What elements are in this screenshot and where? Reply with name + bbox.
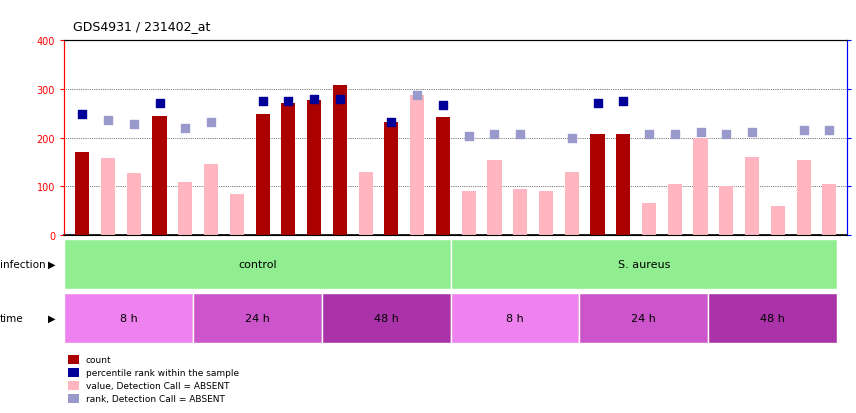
- Bar: [450, 293, 580, 343]
- Bar: [565, 172, 579, 235]
- Point: [384, 119, 398, 126]
- Bar: [797, 160, 811, 235]
- Point: [256, 98, 270, 105]
- Point: [720, 131, 734, 138]
- Bar: [580, 293, 708, 343]
- Bar: [322, 293, 450, 343]
- Point: [668, 131, 681, 138]
- Text: GDS4931 / 231402_at: GDS4931 / 231402_at: [73, 20, 210, 33]
- Bar: [770, 206, 785, 235]
- Bar: [436, 118, 450, 235]
- Point: [616, 98, 630, 105]
- Point: [746, 129, 759, 136]
- Text: control: control: [238, 259, 276, 269]
- Point: [333, 96, 347, 103]
- Point: [693, 129, 707, 136]
- Bar: [410, 96, 425, 235]
- Bar: [591, 135, 604, 235]
- Bar: [152, 116, 167, 235]
- Bar: [693, 138, 708, 235]
- Bar: [450, 240, 837, 289]
- Text: rank, Detection Call = ABSENT: rank, Detection Call = ABSENT: [86, 394, 224, 404]
- Point: [591, 100, 604, 107]
- Point: [823, 127, 836, 134]
- Point: [642, 131, 656, 138]
- Text: 48 h: 48 h: [374, 313, 399, 323]
- Text: value, Detection Call = ABSENT: value, Detection Call = ABSENT: [86, 381, 229, 390]
- Bar: [64, 293, 193, 343]
- Bar: [127, 173, 141, 235]
- Bar: [513, 189, 527, 235]
- Bar: [745, 158, 759, 235]
- Text: 48 h: 48 h: [760, 313, 785, 323]
- Bar: [708, 293, 837, 343]
- Text: time: time: [0, 313, 24, 323]
- Text: 24 h: 24 h: [632, 313, 657, 323]
- Bar: [487, 160, 502, 235]
- Text: 8 h: 8 h: [506, 313, 524, 323]
- Bar: [384, 123, 399, 235]
- Point: [436, 102, 449, 109]
- Bar: [193, 293, 322, 343]
- Bar: [204, 165, 218, 235]
- Bar: [539, 192, 553, 235]
- Bar: [461, 192, 476, 235]
- Point: [514, 131, 527, 138]
- Text: S. aureus: S. aureus: [618, 259, 670, 269]
- Text: ▶: ▶: [48, 313, 56, 323]
- Point: [152, 100, 166, 107]
- Bar: [307, 100, 321, 235]
- Point: [488, 131, 502, 138]
- Bar: [616, 135, 630, 235]
- Bar: [101, 159, 115, 235]
- Bar: [823, 185, 836, 235]
- Point: [462, 133, 476, 140]
- Point: [307, 96, 321, 103]
- Point: [178, 125, 192, 132]
- Point: [282, 98, 295, 105]
- Point: [565, 135, 579, 142]
- Bar: [719, 187, 734, 235]
- Bar: [668, 185, 682, 235]
- Bar: [255, 115, 270, 235]
- Bar: [178, 183, 193, 235]
- Text: percentile rank within the sample: percentile rank within the sample: [86, 368, 239, 377]
- Bar: [64, 240, 450, 289]
- Point: [205, 119, 218, 126]
- Text: count: count: [86, 355, 111, 364]
- Bar: [642, 204, 657, 235]
- Bar: [359, 172, 372, 235]
- Text: infection: infection: [0, 259, 45, 269]
- Point: [410, 93, 424, 99]
- Bar: [282, 103, 295, 235]
- Point: [797, 127, 811, 134]
- Point: [75, 112, 89, 119]
- Point: [127, 121, 140, 128]
- Text: ▶: ▶: [48, 259, 56, 269]
- Point: [101, 118, 115, 124]
- Bar: [333, 86, 347, 235]
- Text: 8 h: 8 h: [120, 313, 138, 323]
- Bar: [75, 153, 89, 235]
- Bar: [229, 194, 244, 235]
- Text: 24 h: 24 h: [245, 313, 270, 323]
